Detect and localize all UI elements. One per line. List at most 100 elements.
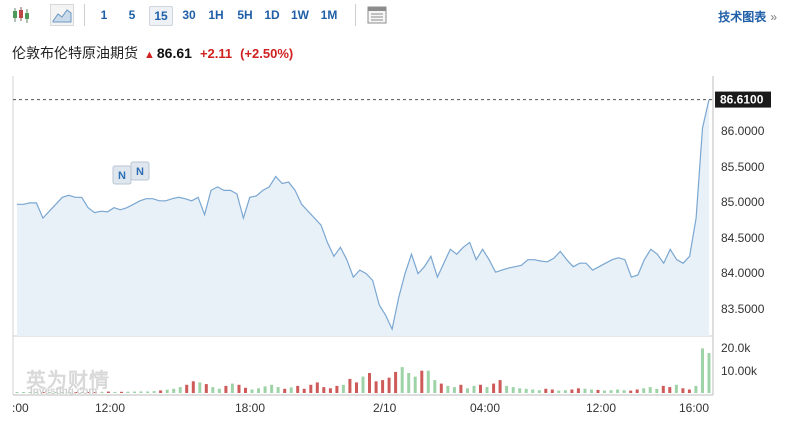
volume-tick-label: 10.00k bbox=[721, 364, 758, 378]
volume-bar bbox=[74, 392, 78, 393]
volume-bar bbox=[674, 384, 678, 393]
volume-bar bbox=[485, 387, 489, 393]
volume-bar bbox=[622, 390, 626, 393]
volume-bar bbox=[446, 385, 450, 393]
volume-bar bbox=[178, 387, 182, 393]
volume-bar bbox=[126, 391, 130, 393]
price-series bbox=[17, 99, 710, 336]
volume-bars bbox=[15, 348, 711, 394]
volume-bar bbox=[635, 389, 639, 393]
y-tick-label: 85.0000 bbox=[721, 195, 765, 209]
x-tick-label: 2/10 bbox=[373, 401, 397, 415]
y-tick-label: 85.5000 bbox=[721, 160, 765, 174]
volume-bar bbox=[563, 390, 567, 393]
volume-bar bbox=[400, 367, 404, 393]
volume-bar bbox=[524, 388, 528, 393]
volume-bar bbox=[537, 390, 541, 393]
volume-bar bbox=[452, 387, 456, 393]
chart-toolbar: 1 5 15 30 1H 5H 1D 1W 1M 技术图表» bbox=[0, 0, 785, 30]
volume-bar bbox=[41, 392, 45, 393]
timeframe-1m[interactable]: 1M bbox=[320, 8, 338, 22]
volume-bar bbox=[270, 384, 274, 393]
volume-bar bbox=[413, 376, 417, 393]
volume-bar bbox=[54, 392, 58, 393]
table-view-icon[interactable] bbox=[365, 4, 389, 26]
volume-bar bbox=[603, 390, 606, 393]
x-tick-label: 18:00 bbox=[235, 401, 265, 415]
volume-bar bbox=[498, 380, 502, 393]
volume-bar bbox=[35, 392, 39, 393]
timeframe-1[interactable]: 1 bbox=[100, 8, 108, 22]
volume-bar bbox=[113, 391, 117, 393]
volume-bar bbox=[217, 388, 221, 393]
volume-bar bbox=[106, 391, 110, 393]
volume-bar bbox=[439, 383, 443, 393]
timeframe-30[interactable]: 30 bbox=[182, 8, 196, 22]
volume-bar bbox=[668, 387, 672, 393]
volume-bar bbox=[511, 387, 515, 393]
volume-bar bbox=[120, 391, 123, 393]
volume-bar bbox=[309, 384, 313, 393]
volume-bar bbox=[472, 385, 476, 393]
volume-bar bbox=[518, 388, 522, 393]
instrument-header: 伦敦布伦特原油期货 ▲ 86.61 +2.11 (+2.50%) bbox=[12, 43, 293, 63]
volume-bar bbox=[616, 389, 620, 393]
y-tick-label: 86.0000 bbox=[721, 124, 765, 138]
last-price-marker: 86.6100 bbox=[13, 91, 771, 108]
volume-bar bbox=[139, 391, 143, 393]
brand-watermark: 英为财情 bbox=[26, 370, 110, 392]
brand-watermark-en: Investing.com bbox=[30, 386, 98, 397]
x-tick-label: 16:00 bbox=[679, 401, 709, 415]
timeframe-1w[interactable]: 1W bbox=[291, 8, 309, 22]
volume-bar bbox=[355, 382, 358, 393]
price-line bbox=[17, 99, 710, 331]
news-marker[interactable]: N bbox=[112, 165, 132, 185]
volume-bar bbox=[204, 384, 208, 393]
y-axis-labels: 86.0000 85.5000 85.0000 84.5000 84.0000 … bbox=[721, 124, 765, 316]
timeframe-1h[interactable]: 1H bbox=[208, 8, 224, 22]
volume-bar bbox=[505, 385, 509, 393]
volume-bar bbox=[583, 388, 587, 393]
timeframe-5[interactable]: 5 bbox=[128, 8, 136, 22]
volume-bar bbox=[694, 385, 698, 393]
toolbar-separator bbox=[84, 4, 85, 26]
area-chart-icon[interactable] bbox=[50, 4, 74, 26]
x-tick-label: :00 bbox=[12, 401, 29, 415]
volume-bar bbox=[302, 388, 306, 393]
volume-bar bbox=[629, 390, 633, 393]
volume-bar bbox=[531, 389, 535, 393]
volume-bar bbox=[576, 388, 580, 393]
volume-bar bbox=[237, 384, 241, 393]
technical-chart-label: 技术图表 bbox=[718, 10, 767, 24]
volume-bar bbox=[361, 376, 365, 393]
volume-bar bbox=[687, 389, 691, 393]
volume-bar bbox=[394, 371, 398, 394]
volume-bar bbox=[492, 383, 496, 393]
volume-bar bbox=[28, 392, 32, 393]
last-price-box bbox=[715, 91, 771, 108]
volume-bar bbox=[172, 388, 176, 393]
y-tick-label: 84.0000 bbox=[721, 266, 765, 280]
volume-bar bbox=[244, 387, 247, 393]
up-arrow-icon: ▲ bbox=[144, 49, 155, 61]
technical-chart-link[interactable]: 技术图表» bbox=[718, 8, 777, 25]
volume-bar bbox=[15, 392, 19, 393]
timeframe-5h[interactable]: 5H bbox=[237, 8, 253, 22]
volume-bar bbox=[80, 391, 84, 393]
candlestick-chart-icon[interactable] bbox=[10, 4, 34, 26]
volume-bar bbox=[263, 386, 267, 393]
volume-bar bbox=[191, 381, 195, 394]
volume-bar bbox=[289, 387, 293, 393]
volume-bar bbox=[146, 391, 150, 393]
x-tick-label: 04:00 bbox=[470, 401, 500, 415]
news-marker[interactable]: N bbox=[130, 161, 150, 181]
volume-bar bbox=[198, 382, 202, 393]
timeframe-15[interactable]: 15 bbox=[149, 6, 173, 26]
volume-bar bbox=[544, 388, 548, 393]
volume-bar bbox=[87, 392, 91, 393]
timeframe-1d[interactable]: 1D bbox=[264, 8, 280, 22]
volume-bar bbox=[185, 384, 189, 393]
volume-bar bbox=[341, 384, 345, 393]
volume-bar bbox=[133, 391, 136, 393]
